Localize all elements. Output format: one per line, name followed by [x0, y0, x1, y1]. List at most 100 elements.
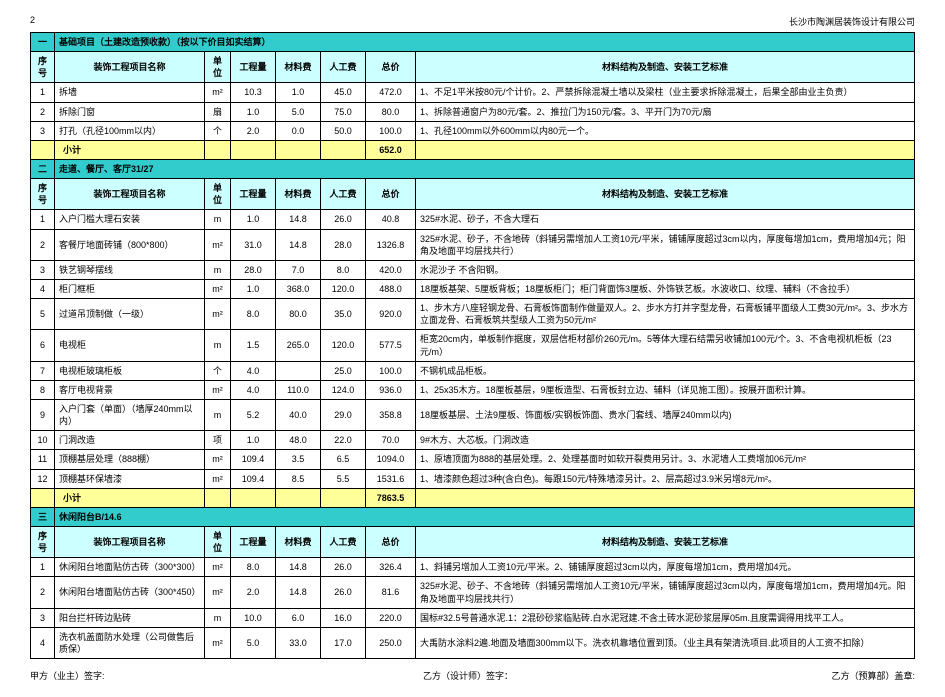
cell-note: 不钢机成品柜板。: [416, 361, 915, 380]
cell-name: 休闲阳台地面贴仿古砖（300*300）: [55, 558, 205, 577]
cell-mat: 14.8: [276, 210, 321, 229]
cell-total: 1094.0: [366, 450, 416, 469]
cell-total: 1531.6: [366, 469, 416, 488]
cell-name: 铁艺钢琴摆线: [55, 260, 205, 279]
cell-lab: 17.0: [321, 627, 366, 658]
cell-total: 577.5: [366, 330, 416, 361]
subtotal-empty: [205, 140, 231, 159]
cell-note: 9#木方、大芯板。门洞改造: [416, 431, 915, 450]
subtotal-row: 小计652.0: [31, 140, 915, 159]
cell-seq: 1: [31, 558, 55, 577]
cell-lab: 8.0: [321, 260, 366, 279]
col-hdr-seq: 序号: [31, 52, 55, 83]
cell-note: 柜宽20cm内，单板制作据度，双层信柜材部价260元/m。5等体大理石结需另收铺…: [416, 330, 915, 361]
cell-name: 顶棚基层处理（888棚）: [55, 450, 205, 469]
cell-note: 1、步木方八座轻钢龙骨、石膏板饰面制作做量双人。2、步水方打并字型龙骨，石膏板铺…: [416, 299, 915, 330]
cell-name: 客餐厅地面砖铺（800*800）: [55, 229, 205, 260]
column-header-row: 序号装饰工程项目名称单位工程量材料费人工费总价材料结构及制造、安装工艺标准: [31, 179, 915, 210]
subtotal-empty: [416, 488, 915, 507]
cell-unit: m²: [205, 83, 231, 102]
cell-seq: 9: [31, 399, 55, 430]
footer-mid: 乙方（设计师）签字：: [423, 669, 513, 682]
cell-note: 325#水泥、砂子、不含地砖（斜铺另需增加人工资10元/平米，铺铺厚度超过3cm…: [416, 577, 915, 608]
cell-qty: 4.0: [231, 380, 276, 399]
subtotal-empty: [276, 140, 321, 159]
cell-total: 250.0: [366, 627, 416, 658]
cell-qty: 8.0: [231, 558, 276, 577]
cell-mat: 3.5: [276, 450, 321, 469]
section-num: 二: [31, 159, 55, 178]
col-hdr-qty: 工程量: [231, 179, 276, 210]
cell-qty: 2.0: [231, 121, 276, 140]
subtotal-empty: [416, 140, 915, 159]
cell-name: 阳台拦杆砖边贴砖: [55, 608, 205, 627]
cell-name: 休闲阳台墙面贴仿古砖（300*450）: [55, 577, 205, 608]
cell-qty: 28.0: [231, 260, 276, 279]
section-header: 一基础项目（土建改造预收款）（按以下价目如实结算）: [31, 33, 915, 52]
cell-qty: 1.5: [231, 330, 276, 361]
table-row: 7电视柜玻璃柜板个4.025.0100.0不钢机成品柜板。: [31, 361, 915, 380]
col-hdr-mat: 材料费: [276, 179, 321, 210]
cell-mat: 368.0: [276, 279, 321, 298]
col-hdr-lab: 人工费: [321, 526, 366, 557]
cell-mat: 14.8: [276, 229, 321, 260]
cell-note: 1、孔径100mm以外600mm以内80元一个。: [416, 121, 915, 140]
table-row: 9入户门套（单面）（墙厚240mm以内）m5.240.029.0358.818厘…: [31, 399, 915, 430]
budget-table: 一基础项目（土建改造预收款）（按以下价目如实结算）序号装饰工程项目名称单位工程量…: [30, 32, 915, 659]
table-row: 8客厅电视背景m²4.0110.0124.0936.01、25x35木方。18厘…: [31, 380, 915, 399]
cell-mat: 14.8: [276, 577, 321, 608]
subtotal-empty: [231, 140, 276, 159]
cell-total: 420.0: [366, 260, 416, 279]
table-row: 10门洞改造项1.048.022.070.09#木方、大芯板。门洞改造: [31, 431, 915, 450]
cell-unit: m²: [205, 279, 231, 298]
footer-right: 乙方（预算部）盖章:: [831, 669, 915, 682]
cell-name: 客厅电视背景: [55, 380, 205, 399]
cell-name: 柜门框柜: [55, 279, 205, 298]
cell-unit: m²: [205, 450, 231, 469]
subtotal-empty: [205, 488, 231, 507]
cell-mat: 0.0: [276, 121, 321, 140]
cell-seq: 1: [31, 210, 55, 229]
table-row: 1入户门槛大理石安装m1.014.826.040.8325#水泥、砂子，不含大理…: [31, 210, 915, 229]
table-row: 12顶棚基环保墙漆m²109.48.55.51531.61、墙漆颜色超过3种(含…: [31, 469, 915, 488]
cell-lab: 16.0: [321, 608, 366, 627]
section-num: 一: [31, 33, 55, 52]
cell-seq: 5: [31, 299, 55, 330]
cell-seq: 4: [31, 279, 55, 298]
cell-lab: 25.0: [321, 361, 366, 380]
table-row: 2休闲阳台墙面贴仿古砖（300*450）m²2.014.826.081.6325…: [31, 577, 915, 608]
cell-lab: 29.0: [321, 399, 366, 430]
cell-mat: 5.0: [276, 102, 321, 121]
page-header-left: 2: [30, 15, 35, 28]
cell-qty: 10.3: [231, 83, 276, 102]
cell-mat: [276, 361, 321, 380]
table-row: 1拆墙m²10.31.045.0472.01、不足1平米按80元/个计价。2、严…: [31, 83, 915, 102]
table-row: 6电视柜m1.5265.0120.0577.5柜宽20cm内，单板制作据度，双层…: [31, 330, 915, 361]
cell-name: 电视柜玻璃柜板: [55, 361, 205, 380]
section-num: 三: [31, 507, 55, 526]
cell-total: 80.0: [366, 102, 416, 121]
cell-unit: m²: [205, 380, 231, 399]
subtotal-label: 小计: [55, 488, 205, 507]
cell-unit: 扇: [205, 102, 231, 121]
cell-unit: m²: [205, 577, 231, 608]
cell-total: 220.0: [366, 608, 416, 627]
col-hdr-name: 装饰工程项目名称: [55, 179, 205, 210]
cell-name: 电视柜: [55, 330, 205, 361]
cell-mat: 7.0: [276, 260, 321, 279]
cell-lab: 6.5: [321, 450, 366, 469]
col-hdr-unit: 单位: [205, 526, 231, 557]
col-hdr-unit: 单位: [205, 52, 231, 83]
cell-mat: 6.0: [276, 608, 321, 627]
cell-lab: 5.5: [321, 469, 366, 488]
cell-total: 40.8: [366, 210, 416, 229]
col-hdr-name: 装饰工程项目名称: [55, 526, 205, 557]
cell-note: 1、25x35木方。18厘板基层，9厘板造型、石膏板封立边、辅料（详见施工图）。…: [416, 380, 915, 399]
cell-name: 入户门套（单面）（墙厚240mm以内）: [55, 399, 205, 430]
cell-note: 325#水泥、砂子，不含地砖（斜铺另需增加人工资10元/平米，铺铺厚度超过3cm…: [416, 229, 915, 260]
table-row: 3铁艺钢琴摆线m28.07.08.0420.0水泥沙子 不含阳钢。: [31, 260, 915, 279]
cell-name: 拆墙: [55, 83, 205, 102]
cell-name: 入户门槛大理石安装: [55, 210, 205, 229]
cell-total: 488.0: [366, 279, 416, 298]
section-title: 基础项目（土建改造预收款）（按以下价目如实结算）: [55, 33, 915, 52]
